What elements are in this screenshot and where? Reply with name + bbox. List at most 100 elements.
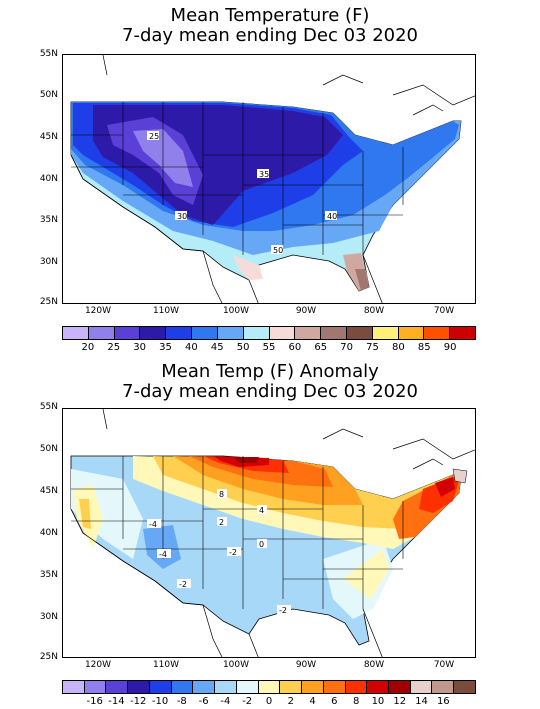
contour-label: 30 bbox=[177, 212, 187, 221]
legend-label: 30 bbox=[133, 342, 146, 353]
lat-label: 30N bbox=[39, 612, 58, 622]
legend-swatch bbox=[236, 681, 259, 693]
legend-swatch bbox=[171, 681, 194, 693]
legend-label: 12 bbox=[393, 696, 407, 707]
map2-panel: 8 4 2 -4 -2 0 -2 -4 -2 bbox=[62, 408, 476, 658]
legend-label: -14 bbox=[108, 696, 125, 707]
contour-label: 40 bbox=[327, 212, 337, 221]
legend-swatch bbox=[321, 327, 347, 339]
legend-swatch bbox=[63, 681, 85, 693]
lon-label: 80W bbox=[363, 660, 385, 670]
legend-swatch bbox=[450, 327, 475, 339]
legend-swatch bbox=[215, 681, 237, 693]
legend-label: 25 bbox=[107, 342, 121, 353]
legend-label: 14 bbox=[415, 696, 428, 707]
map2-contour-labels: 8 4 2 -4 -2 0 -2 -4 -2 bbox=[147, 489, 291, 615]
map2-svg: 8 4 2 -4 -2 0 -2 -4 -2 bbox=[70, 409, 475, 657]
lat-label: 35N bbox=[39, 570, 58, 580]
lon-label: 120W bbox=[84, 660, 112, 670]
lon-label: 110W bbox=[152, 306, 180, 316]
lon-label: 70W bbox=[433, 306, 455, 316]
legend-swatch bbox=[106, 681, 129, 693]
legend-label: 2 bbox=[287, 696, 294, 707]
lon-label: 80W bbox=[363, 306, 385, 316]
contour-label: 0 bbox=[259, 540, 264, 549]
lat-label: 45N bbox=[39, 486, 58, 496]
contour-label: -2 bbox=[179, 580, 187, 589]
legend-swatch bbox=[410, 681, 433, 693]
map1-title: Mean Temperature (F) bbox=[170, 5, 370, 26]
lon-label: 120W bbox=[84, 306, 112, 316]
lon-label: 100W bbox=[222, 306, 250, 316]
legend-label: 40 bbox=[185, 342, 198, 353]
legend-swatch bbox=[88, 327, 115, 339]
legend-swatch bbox=[128, 681, 150, 693]
legend-swatch bbox=[389, 681, 411, 693]
legend-label: 75 bbox=[366, 342, 379, 353]
legend-label: 80 bbox=[392, 342, 405, 353]
legend-swatch bbox=[302, 681, 324, 693]
legend-swatch bbox=[193, 681, 216, 693]
legend-label: 60 bbox=[288, 342, 302, 353]
legend-label: -12 bbox=[130, 696, 147, 707]
legend-label: -4 bbox=[220, 696, 231, 707]
legend-label: 45 bbox=[210, 342, 224, 353]
legend-swatch bbox=[192, 327, 218, 339]
legend-label: 35 bbox=[159, 342, 172, 353]
map1-svg: 25 35 30 40 50 bbox=[70, 55, 475, 303]
legend-label: -10 bbox=[151, 696, 169, 707]
map2-color-legend bbox=[62, 680, 476, 694]
contour-label: 25 bbox=[149, 132, 159, 141]
map2-subtitle: 7-day mean ending Dec 03 2020 bbox=[122, 381, 418, 402]
legend-swatch bbox=[323, 681, 346, 693]
map1-subtitle: 7-day mean ending Dec 03 2020 bbox=[122, 25, 418, 46]
contour-label: -2 bbox=[229, 548, 237, 557]
legend-label: -6 bbox=[198, 696, 209, 707]
legend-label: 85 bbox=[417, 342, 431, 353]
legend-label: 50 bbox=[236, 342, 250, 353]
lon-label: 90W bbox=[295, 660, 317, 670]
lat-label: 25N bbox=[39, 652, 58, 662]
legend-swatch bbox=[398, 327, 425, 339]
legend-label: -2 bbox=[242, 696, 253, 707]
contour-label: -2 bbox=[279, 606, 287, 615]
legend-label: 16 bbox=[436, 696, 450, 707]
lat-label: 50N bbox=[39, 444, 58, 454]
lon-label: 90W bbox=[295, 306, 317, 316]
contour-label: 35 bbox=[259, 170, 269, 179]
legend-swatch bbox=[454, 681, 475, 693]
legend-swatch bbox=[432, 681, 455, 693]
lat-label: 50N bbox=[39, 90, 58, 100]
legend-label: 4 bbox=[309, 696, 316, 707]
legend-label: 10 bbox=[371, 696, 385, 707]
legend-swatch bbox=[243, 327, 270, 339]
legend-swatch bbox=[372, 327, 399, 339]
contour-label: 2 bbox=[219, 518, 224, 527]
legend-label: 90 bbox=[443, 342, 457, 353]
map1-panel: 25 35 30 40 50 bbox=[62, 54, 476, 304]
lat-label: 30N bbox=[39, 257, 58, 267]
legend-label: 65 bbox=[314, 342, 328, 353]
contour-label: 4 bbox=[259, 506, 264, 515]
legend-swatch bbox=[63, 327, 89, 339]
lon-label: 70W bbox=[433, 660, 455, 670]
lat-label: 45N bbox=[39, 132, 58, 142]
legend-label: 55 bbox=[262, 342, 276, 353]
legend-swatch bbox=[346, 327, 373, 339]
lat-label: 40N bbox=[39, 528, 58, 538]
legend-swatch bbox=[367, 681, 390, 693]
legend-label: -16 bbox=[86, 696, 103, 707]
lat-label: 35N bbox=[39, 215, 58, 225]
legend-swatch bbox=[269, 327, 296, 339]
legend-swatch bbox=[84, 681, 107, 693]
legend-swatch bbox=[258, 681, 281, 693]
contour-label: -4 bbox=[149, 520, 157, 529]
map1-contour-labels: 25 35 30 40 50 bbox=[147, 131, 337, 255]
lon-label: 110W bbox=[152, 660, 180, 670]
legend-label: -8 bbox=[176, 696, 187, 707]
contour-label: 50 bbox=[273, 246, 283, 255]
legend-swatch bbox=[345, 681, 368, 693]
legend-label: 8 bbox=[352, 696, 360, 707]
lat-label: 55N bbox=[39, 402, 58, 412]
legend-label: 6 bbox=[331, 696, 338, 707]
